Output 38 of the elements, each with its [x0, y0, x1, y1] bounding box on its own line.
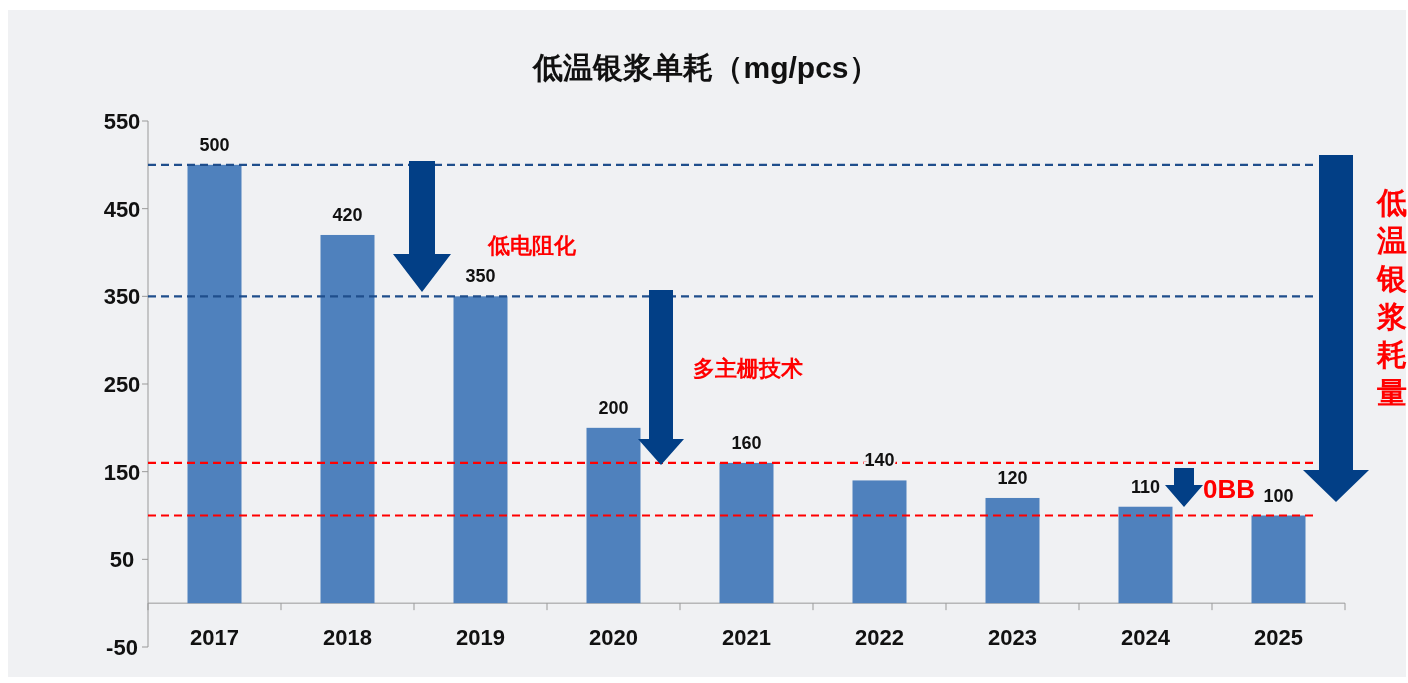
x-tick-label: 2025 — [1254, 625, 1303, 651]
annotation: 多主栅技术 — [693, 356, 803, 381]
bar — [719, 462, 774, 604]
x-tick-label: 2020 — [589, 625, 638, 651]
data-label: 160 — [731, 432, 762, 453]
y-tick-label: 50 — [109, 547, 135, 573]
data-label: 200 — [598, 397, 629, 418]
y-tick-label: 250 — [103, 372, 141, 397]
text: 低温银浆耗量 — [1375, 186, 1407, 409]
y-tick-label: 350 — [103, 284, 141, 310]
data-label: 100 — [1263, 485, 1294, 506]
data-label: 500 — [199, 134, 230, 155]
y-tick-label: 150 — [103, 459, 141, 485]
bar — [187, 164, 242, 604]
data-label: 110 — [1130, 476, 1161, 497]
bar — [852, 480, 907, 604]
data-label: 350 — [465, 266, 496, 287]
bar — [453, 296, 508, 604]
x-tick-label: 2024 — [1121, 625, 1171, 651]
x-tick-label: 2019 — [456, 625, 505, 651]
bar — [985, 497, 1040, 604]
x-tick-label: 2018 — [323, 625, 372, 651]
x-tick-label: 2021 — [722, 625, 771, 651]
y-tick-label: -50 — [106, 635, 138, 660]
y-tick-label: 550 — [103, 109, 141, 134]
bar — [1251, 515, 1306, 604]
annotation: 低电阻化 — [487, 233, 577, 258]
bar — [1118, 506, 1173, 604]
x-tick-label: 2023 — [988, 625, 1037, 651]
bar — [320, 234, 375, 604]
x-tick-label: 2022 — [855, 625, 904, 651]
y-tick-label: 450 — [103, 196, 141, 222]
data-label: 420 — [332, 204, 363, 225]
annotation: 0BB — [1203, 474, 1256, 504]
chart-title: 低温银浆单耗（mg/pcs） — [532, 51, 879, 84]
data-label: 120 — [997, 467, 1028, 488]
x-tick-label: 2017 — [190, 625, 239, 651]
bar — [586, 427, 641, 604]
